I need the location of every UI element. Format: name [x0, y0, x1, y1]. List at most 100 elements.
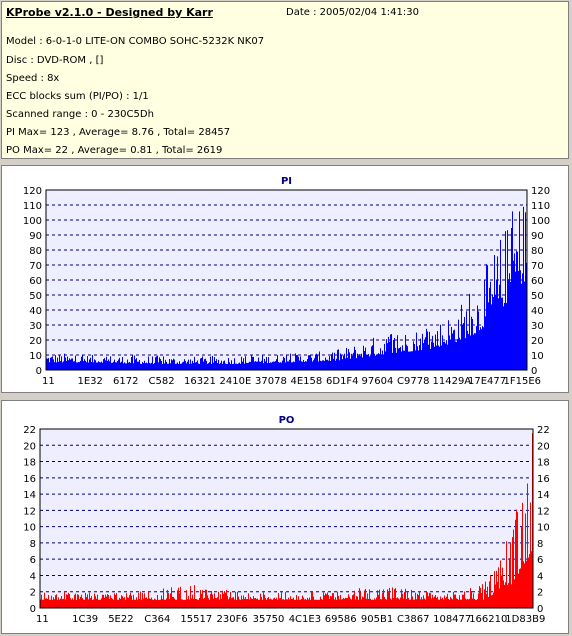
data-bar: [416, 599, 417, 608]
data-bar: [149, 362, 150, 370]
data-bar: [199, 597, 200, 608]
data-bar: [67, 356, 68, 370]
data-bar: [345, 597, 346, 608]
y-tick-label-right: 6: [537, 555, 543, 566]
data-bar: [90, 357, 91, 370]
data-bar: [404, 350, 405, 370]
data-bar: [396, 352, 397, 370]
data-bar: [353, 594, 354, 608]
info-panel: KProbe v2.1.0 - Designed by Karr Date : …: [1, 1, 569, 159]
data-bar: [252, 599, 253, 608]
data-bar: [55, 595, 56, 608]
data-bar: [278, 593, 279, 608]
data-bar: [380, 599, 381, 608]
data-bar: [438, 345, 439, 370]
y-tick-label-right: 8: [537, 539, 543, 550]
data-bar: [277, 599, 278, 608]
data-bar: [87, 594, 88, 608]
data-bar: [104, 358, 105, 370]
data-bar: [233, 363, 234, 370]
data-bar: [367, 593, 368, 608]
data-bar: [114, 359, 115, 370]
data-bar: [189, 363, 190, 370]
data-bar: [525, 513, 526, 608]
data-bar: [190, 359, 191, 370]
data-bar: [235, 591, 236, 608]
data-bar: [121, 595, 122, 608]
data-bar: [224, 591, 225, 608]
data-bar: [413, 341, 414, 370]
data-bar: [365, 588, 366, 608]
data-bar: [167, 363, 168, 370]
data-bar: [106, 356, 107, 370]
data-bar: [384, 343, 385, 370]
data-bar: [164, 363, 165, 370]
data-bar: [198, 599, 199, 608]
pi-chart-panel: PI 0 0 10 10 20 20 30 30 40 40 50 50 60 60 70 70 80 80 90 90…: [1, 165, 569, 393]
data-bar: [305, 598, 306, 608]
x-tick-label: 6D1F4: [326, 376, 359, 387]
data-bar: [93, 599, 94, 608]
data-bar: [455, 594, 456, 608]
data-bar: [194, 356, 195, 370]
data-bar: [191, 598, 192, 608]
data-bar: [384, 596, 385, 608]
x-tick-label: 4C1E3: [289, 614, 321, 625]
data-bar: [301, 361, 302, 370]
data-bar: [332, 592, 333, 608]
data-bar: [249, 599, 250, 608]
data-bar: [444, 595, 445, 608]
data-bar: [393, 597, 394, 608]
data-bar: [402, 345, 403, 370]
data-bar: [161, 361, 162, 370]
data-bar: [63, 361, 64, 370]
info-model: Model : 6-0-1-0 LITE-ON COMBO SOHC-5232K…: [6, 36, 265, 47]
data-bar: [192, 360, 193, 370]
data-bar: [235, 363, 236, 370]
data-bar: [133, 363, 134, 370]
data-bar: [408, 351, 409, 370]
data-bar: [477, 598, 478, 608]
data-bar: [344, 353, 345, 370]
data-bar: [400, 597, 401, 608]
data-bar: [230, 591, 231, 608]
data-bar: [507, 585, 508, 608]
data-bar: [246, 599, 247, 608]
data-bar: [180, 586, 181, 608]
data-bar: [476, 326, 477, 370]
data-bar: [134, 599, 135, 608]
data-bar: [435, 594, 436, 608]
data-bar: [404, 591, 405, 608]
data-bar: [499, 284, 500, 370]
data-bar: [362, 357, 363, 370]
data-bar: [227, 595, 228, 608]
data-bar: [95, 596, 96, 608]
data-bar: [213, 598, 214, 608]
data-bar: [127, 359, 128, 370]
data-bar: [504, 302, 505, 370]
data-bar: [278, 362, 279, 370]
data-bar: [526, 560, 527, 608]
data-bar: [446, 596, 447, 608]
data-bar: [57, 599, 58, 608]
y-tick-label-left: 18: [23, 458, 36, 469]
data-bar: [426, 590, 427, 608]
data-bar: [437, 596, 438, 608]
data-bar: [510, 542, 511, 608]
data-bar: [73, 361, 74, 370]
data-bar: [284, 599, 285, 608]
data-bar: [75, 593, 76, 608]
data-bar: [451, 326, 452, 370]
data-bar: [49, 362, 50, 370]
data-bar: [275, 599, 276, 608]
data-bar: [210, 593, 211, 608]
y-tick-label-left: 120: [23, 186, 42, 197]
data-bar: [117, 599, 118, 608]
data-bar: [500, 560, 501, 608]
x-tick-label: 5E22: [108, 614, 133, 625]
data-bar: [347, 598, 348, 608]
data-bar: [209, 362, 210, 370]
data-bar: [182, 362, 183, 370]
x-tick-label: 35750: [253, 614, 285, 625]
data-bar: [70, 359, 71, 370]
